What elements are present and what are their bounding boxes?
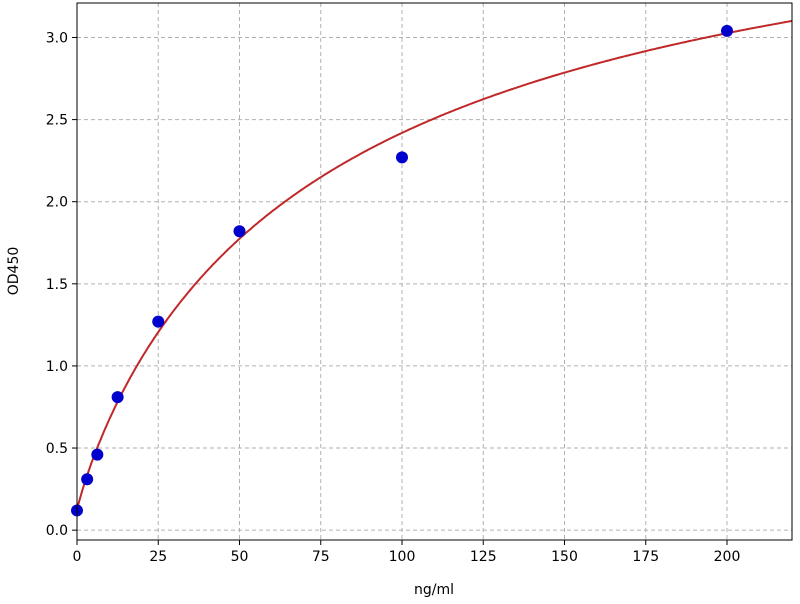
y-axis: 0.0 0.5 1.0 1.5 2.0 2.5 3.0 bbox=[46, 30, 77, 539]
x-tick-label: 50 bbox=[231, 549, 249, 565]
x-tick-label: 175 bbox=[632, 549, 659, 565]
y-axis-label: OD450 bbox=[6, 247, 22, 296]
fit-curve bbox=[76, 19, 793, 511]
grid bbox=[76, 3, 792, 540]
x-tick-label: 150 bbox=[551, 549, 578, 565]
y-tick-label: 0.0 bbox=[46, 523, 68, 539]
x-tick-label: 125 bbox=[470, 549, 497, 565]
plot-frame bbox=[76, 2, 793, 541]
y-tick-label: 1.5 bbox=[46, 277, 68, 293]
x-axis: 0 25 50 75 100 125 150 175 200 bbox=[73, 540, 741, 565]
x-tick-label: 100 bbox=[389, 549, 416, 565]
x-tick-label: 200 bbox=[714, 549, 741, 565]
x-axis-label: ng/ml bbox=[414, 582, 454, 598]
x-tick-label: 25 bbox=[149, 549, 167, 565]
data-point bbox=[111, 391, 124, 404]
y-tick-label: 1.0 bbox=[46, 359, 68, 375]
data-point bbox=[81, 473, 94, 486]
x-tick-label: 75 bbox=[312, 549, 330, 565]
data-point bbox=[721, 24, 733, 37]
x-tick-label: 0 bbox=[73, 549, 82, 565]
data-point bbox=[233, 225, 246, 238]
y-tick-label: 2.0 bbox=[46, 195, 68, 211]
data-point bbox=[152, 315, 165, 328]
y-tick-label: 0.5 bbox=[46, 441, 68, 457]
y-tick-label: 3.0 bbox=[46, 30, 68, 46]
y-tick-label: 2.5 bbox=[46, 113, 68, 129]
data-point bbox=[396, 151, 408, 164]
data-point bbox=[91, 448, 104, 461]
